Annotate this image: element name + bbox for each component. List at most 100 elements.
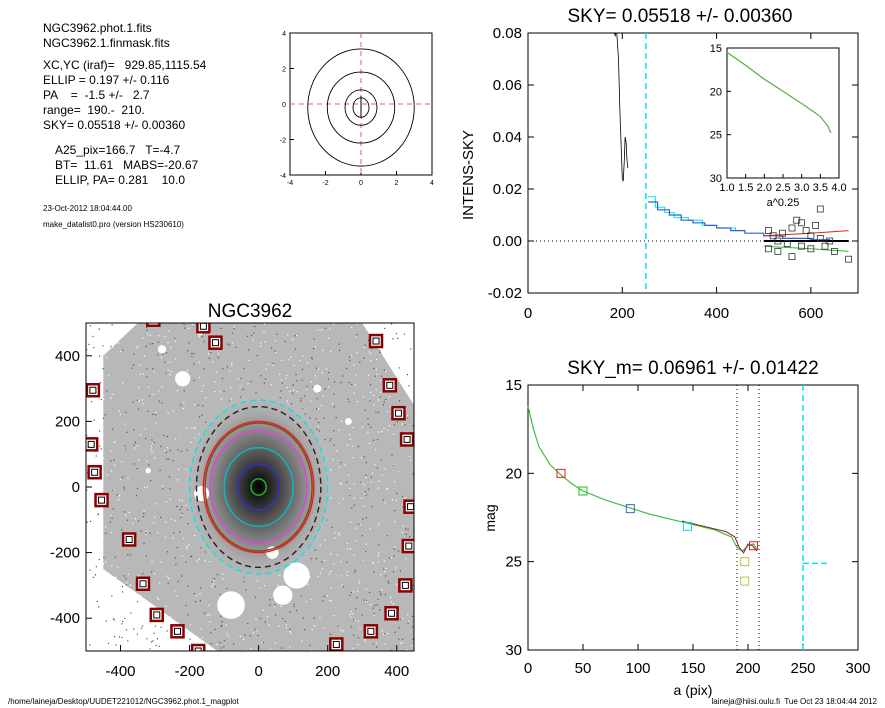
noise-dot (338, 429, 340, 431)
mag-point (556, 468, 566, 478)
noise-dot (262, 609, 264, 611)
noise-dot (176, 389, 178, 392)
noise-dot (394, 510, 396, 512)
mag-curve-red (681, 520, 758, 554)
noise-dot (110, 346, 112, 348)
noise-dot (204, 560, 206, 562)
noise-dot (384, 633, 386, 635)
noise-dot (164, 335, 166, 338)
noise-dot (346, 542, 348, 545)
noise-dot (142, 399, 144, 401)
sky-box-inner (403, 435, 411, 443)
mask-blob (344, 417, 352, 425)
sky-box-inner (153, 611, 161, 619)
noise-dot (144, 487, 146, 489)
noise-dot (188, 327, 190, 329)
noise-dot (346, 444, 348, 446)
noise-dot (98, 558, 100, 561)
noise-dot (226, 366, 228, 368)
noise-dot (361, 457, 363, 459)
noise-dot (177, 449, 179, 451)
noise-dot (401, 642, 403, 644)
noise-dot (404, 424, 406, 426)
noise-dot (89, 329, 91, 331)
noise-dot (380, 594, 382, 596)
noise-dot (123, 575, 125, 577)
noise-dot (228, 344, 231, 346)
noise-dot (136, 468, 138, 470)
noise-dot (187, 585, 189, 587)
noise-dot (412, 473, 414, 475)
noise-dot (324, 438, 326, 441)
noise-dot (209, 621, 211, 623)
noise-dot (280, 647, 283, 649)
sky-box-inner (405, 542, 413, 550)
noise-dot (261, 642, 263, 644)
noise-dot (331, 526, 333, 528)
noise-dot (338, 503, 340, 505)
noise-dot (379, 609, 381, 611)
noise-dot (136, 601, 139, 603)
noise-dot (260, 345, 262, 347)
noise-dot (314, 375, 316, 377)
inset-curve-green (726, 51, 832, 134)
noise-dot (365, 543, 367, 545)
noise-dot (183, 390, 185, 392)
noise-dot (124, 445, 126, 447)
noise-dot (292, 384, 294, 386)
noise-dot (158, 335, 160, 337)
noise-dot (406, 374, 408, 376)
noise-dot (349, 613, 351, 615)
noise-dot (383, 568, 385, 570)
intensity-point (783, 240, 791, 248)
noise-dot (189, 638, 191, 640)
intensity-point (788, 224, 796, 232)
contour-line (344, 89, 378, 126)
intensity-profile-line (614, 33, 629, 182)
galaxy-glow (186, 395, 332, 579)
noise-dot (349, 487, 351, 489)
noise-dot (369, 591, 371, 594)
noise-dot (363, 357, 365, 359)
noise-dot (143, 510, 145, 512)
contour-line (307, 48, 415, 167)
mag-ytick-label: 20 (505, 465, 522, 482)
noise-dot (144, 428, 147, 430)
noise-dot (333, 430, 335, 432)
noise-dot (186, 509, 189, 511)
noise-dot (289, 646, 291, 648)
intensity-point (816, 234, 824, 242)
noise-dot (342, 630, 344, 632)
noise-dot (349, 356, 351, 358)
noise-dot (194, 404, 196, 406)
noise-dot (401, 358, 403, 360)
noise-dot (138, 386, 140, 388)
noise-dot (376, 467, 379, 469)
contour-line (326, 71, 396, 144)
sky-box-marker (146, 323, 161, 327)
noise-dot (348, 401, 350, 403)
noise-dot (173, 620, 175, 622)
noise-dot (371, 347, 373, 349)
noise-dot (319, 572, 321, 574)
noise-dot (377, 431, 380, 433)
noise-dot (226, 343, 228, 345)
noise-dot (123, 486, 125, 488)
noise-dot (412, 425, 414, 427)
noise-dot (107, 642, 110, 644)
noise-dot (309, 644, 311, 646)
noise-dot (99, 375, 101, 377)
noise-dot (203, 368, 205, 370)
noise-dot (134, 441, 136, 443)
noise-dot (334, 381, 336, 383)
noise-dot (166, 630, 168, 632)
contour-panel: -4 -2 0 2 4 4 2 0 -2 -4 (280, 31, 434, 187)
noise-dot (88, 343, 90, 345)
noise-dot (392, 603, 394, 605)
noise-dot (214, 381, 216, 383)
noise-dot (231, 365, 233, 367)
noise-dot (129, 584, 131, 586)
noise-dot (172, 537, 174, 539)
noise-dot (351, 326, 353, 329)
